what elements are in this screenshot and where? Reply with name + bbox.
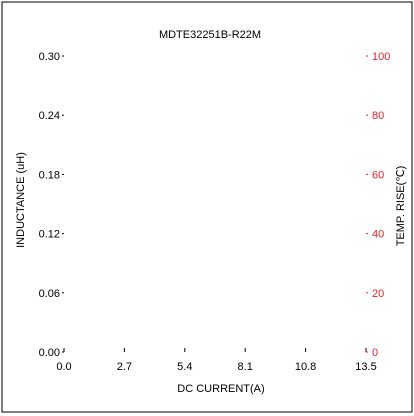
x-tick-label: 5.4 (177, 361, 192, 373)
y-axis-right-label: TEMP. RISE(℃) (395, 166, 407, 247)
y-axis-right-ticks: 0 20 40 60 80 100 (366, 51, 390, 359)
x-tick-label: 2.7 (117, 361, 132, 373)
x-tick-label: 10.8 (295, 361, 316, 373)
y-right-tick-label: 0 (372, 347, 378, 359)
y-right-tick-label: 20 (372, 288, 384, 300)
chart-title: MDTE32251B-R22M (159, 29, 261, 41)
y-right-tick-label: 40 (372, 229, 384, 241)
y-left-tick-label: 0.24 (39, 110, 60, 122)
y-left-tick-label: 0.12 (39, 229, 60, 241)
x-axis-ticks: 0.0 2.7 5.4 8.1 10.8 13.5 (56, 348, 377, 373)
x-axis-label: DC CURRENT(A) (177, 383, 264, 395)
y-right-tick-label: 60 (372, 169, 384, 181)
y-left-tick-label: 0.06 (39, 288, 60, 300)
x-tick-label: 0.0 (56, 361, 71, 373)
y-left-tick-label: 0.18 (39, 169, 60, 181)
y-right-tick-label: 80 (372, 110, 384, 122)
y-axis-left-label: INDUCTANCE (uH) (15, 152, 27, 248)
y-right-tick-label: 100 (372, 51, 390, 63)
y-left-tick-label: 0.30 (39, 51, 60, 63)
y-axis-left-ticks: 0.00 0.06 0.12 0.18 0.24 0.30 (39, 51, 64, 359)
y-left-tick-label: 0.00 (39, 347, 60, 359)
x-tick-label: 8.1 (238, 361, 253, 373)
x-tick-label: 13.5 (355, 361, 376, 373)
